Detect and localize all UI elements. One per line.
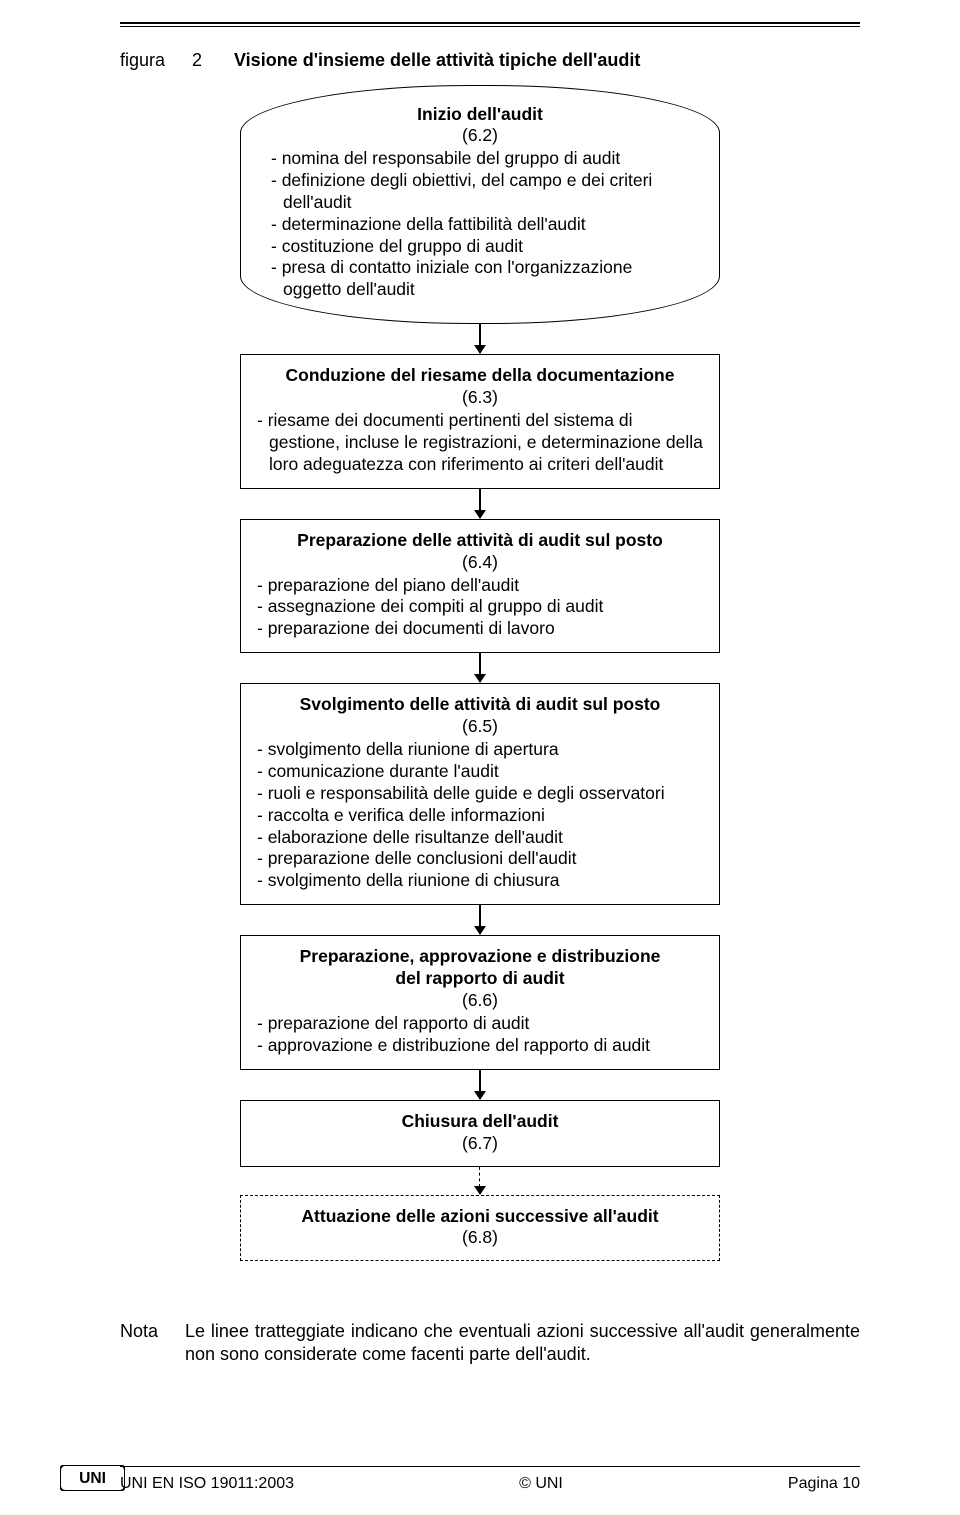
flow-step-68: Attuazione delle azioni successive all'a… bbox=[240, 1195, 720, 1262]
top-rule bbox=[120, 22, 860, 27]
list-item: preparazione del piano dell'audit bbox=[257, 575, 703, 597]
arrow-down-icon bbox=[474, 324, 486, 354]
list-item: ruoli e responsabilità delle guide e deg… bbox=[257, 783, 703, 805]
step-ref: (6.4) bbox=[257, 552, 703, 573]
list-item: preparazione del rapporto di audit bbox=[257, 1013, 703, 1035]
figure-label: figura bbox=[120, 50, 192, 71]
figure-header: figura 2 Visione d'insieme delle attivit… bbox=[120, 50, 860, 71]
list-item: elaborazione delle risultanze dell'audit bbox=[257, 827, 703, 849]
step-title-line2: del rapporto di audit bbox=[257, 968, 703, 990]
page-footer: UNI EN ISO 19011:2003 © UNI Pagina 10 bbox=[120, 1475, 860, 1493]
footer-rule bbox=[120, 1466, 860, 1467]
flow-start-items: nomina del responsabile del gruppo di au… bbox=[271, 148, 689, 301]
list-item: costituzione del gruppo di audit bbox=[271, 236, 689, 258]
list-item: svolgimento della riunione di chiusura bbox=[257, 870, 703, 892]
flow-step-63: Conduzione del riesame della documentazi… bbox=[240, 354, 720, 489]
list-item: riesame dei documenti pertinenti del sis… bbox=[257, 410, 703, 476]
figure-title: Visione d'insieme delle attività tipiche… bbox=[234, 50, 640, 71]
arrow-down-dashed-icon bbox=[474, 1167, 486, 1195]
list-item: comunicazione durante l'audit bbox=[257, 761, 703, 783]
step-ref: (6.5) bbox=[257, 716, 703, 737]
step-items: preparazione del piano dell'audit assegn… bbox=[257, 575, 703, 641]
step-items: svolgimento della riunione di apertura c… bbox=[257, 739, 703, 892]
list-item: approvazione e distribuzione del rapport… bbox=[257, 1035, 703, 1057]
uni-logo-icon: UNI bbox=[60, 1465, 125, 1491]
flow-step-67: Chiusura dell'audit (6.7) bbox=[240, 1100, 720, 1167]
note-text: Le linee tratteggiate indicano che event… bbox=[185, 1320, 860, 1366]
list-item: definizione degli obiettivi, del campo e… bbox=[271, 170, 689, 214]
flow-start-title: Inizio dell'audit bbox=[271, 104, 689, 125]
flow-start-ref: (6.2) bbox=[271, 125, 689, 146]
arrow-down-icon bbox=[474, 653, 486, 683]
step-ref: (6.7) bbox=[257, 1133, 703, 1154]
flow-start: Inizio dell'audit (6.2) nomina del respo… bbox=[240, 85, 720, 324]
list-item: preparazione delle conclusioni dell'audi… bbox=[257, 848, 703, 870]
page: figura 2 Visione d'insieme delle attivit… bbox=[0, 0, 960, 1515]
step-title: Conduzione del riesame della documentazi… bbox=[257, 365, 703, 387]
list-item: assegnazione dei compiti al gruppo di au… bbox=[257, 596, 703, 618]
list-item: preparazione dei documenti di lavoro bbox=[257, 618, 703, 640]
list-item: svolgimento della riunione di apertura bbox=[257, 739, 703, 761]
flowchart: Inizio dell'audit (6.2) nomina del respo… bbox=[220, 85, 740, 1261]
svg-text:UNI: UNI bbox=[79, 1470, 106, 1487]
figure-number: 2 bbox=[192, 50, 234, 71]
step-title: Chiusura dell'audit bbox=[257, 1111, 703, 1133]
step-ref: (6.8) bbox=[257, 1227, 703, 1248]
footer-center: © UNI bbox=[519, 1475, 563, 1493]
step-ref: (6.3) bbox=[257, 387, 703, 408]
flow-step-66: Preparazione, approvazione e distribuzio… bbox=[240, 935, 720, 1070]
note-label: Nota bbox=[120, 1320, 185, 1366]
arrow-down-icon bbox=[474, 489, 486, 519]
step-title: Preparazione delle attività di audit sul… bbox=[257, 530, 703, 552]
list-item: presa di contatto iniziale con l'organiz… bbox=[271, 257, 689, 301]
step-title: Svolgimento delle attività di audit sul … bbox=[257, 694, 703, 716]
flow-step-64: Preparazione delle attività di audit sul… bbox=[240, 519, 720, 654]
step-items: preparazione del rapporto di audit appro… bbox=[257, 1013, 703, 1057]
footer-right: Pagina 10 bbox=[788, 1475, 860, 1493]
step-items: riesame dei documenti pertinenti del sis… bbox=[257, 410, 703, 476]
step-title: Attuazione delle azioni successive all'a… bbox=[257, 1206, 703, 1228]
list-item: determinazione della fattibilità dell'au… bbox=[271, 214, 689, 236]
figure-note: Nota Le linee tratteggiate indicano che … bbox=[120, 1320, 860, 1366]
step-title-line1: Preparazione, approvazione e distribuzio… bbox=[257, 946, 703, 968]
step-ref: (6.6) bbox=[257, 990, 703, 1011]
list-item: nomina del responsabile del gruppo di au… bbox=[271, 148, 689, 170]
arrow-down-icon bbox=[474, 1070, 486, 1100]
flow-step-65: Svolgimento delle attività di audit sul … bbox=[240, 683, 720, 905]
list-item: raccolta e verifica delle informazioni bbox=[257, 805, 703, 827]
arrow-down-icon bbox=[474, 905, 486, 935]
footer-left: UNI EN ISO 19011:2003 bbox=[120, 1475, 294, 1493]
